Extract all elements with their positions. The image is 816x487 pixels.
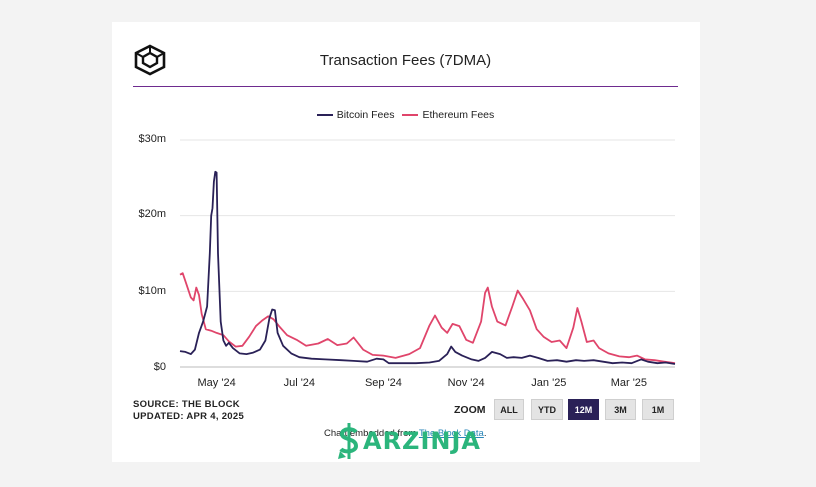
zoom-ytd-button[interactable]: YTD bbox=[531, 399, 563, 420]
watermark-text: ARZINJA bbox=[363, 427, 481, 455]
credit-link[interactable]: The Block Data bbox=[418, 428, 484, 439]
x-tick-label: Mar '25 bbox=[610, 377, 648, 389]
legend-swatch-bitcoin bbox=[316, 114, 333, 116]
credit-suffix: . bbox=[483, 428, 487, 439]
y-tick-label: $0 bbox=[153, 361, 166, 373]
legend-label-ethereum: Ethereum Fees bbox=[422, 109, 495, 121]
the-block-cube-logo-icon bbox=[134, 44, 166, 76]
x-tick-label: Jul '24 bbox=[283, 377, 316, 389]
zoom-1m-button[interactable]: 1M bbox=[642, 399, 674, 420]
x-tick-label: May '24 bbox=[197, 377, 236, 389]
source-line: SOURCE: THE BLOCK bbox=[133, 399, 240, 410]
zoom-3m-button[interactable]: 3M bbox=[605, 399, 636, 420]
y-tick-label: $10m bbox=[138, 285, 166, 297]
source-note: SOURCE: THE BLOCK UPDATED: APR 4, 2025 bbox=[133, 399, 244, 423]
updated-line: UPDATED: APR 4, 2025 bbox=[133, 411, 245, 422]
y-tick-label: $20m bbox=[138, 208, 166, 220]
series-line-ethereum[interactable] bbox=[179, 272, 676, 365]
zoom-12m-button[interactable]: 12M bbox=[568, 399, 599, 420]
x-tick-label: Nov '24 bbox=[447, 377, 485, 389]
zoom-label: ZOOM bbox=[454, 404, 486, 416]
legend-item-ethereum[interactable]: Ethereum Fees bbox=[402, 109, 494, 121]
y-tick-label: $30m bbox=[138, 133, 166, 145]
zoom-all-button[interactable]: ALL bbox=[494, 399, 524, 420]
x-tick-label: Jan '25 bbox=[531, 377, 567, 389]
chart-legend: Bitcoin Fees Ethereum Fees bbox=[133, 109, 678, 121]
embed-credit: Chart embedded from The Block Data. bbox=[324, 428, 486, 439]
series-line-bitcoin[interactable] bbox=[179, 170, 676, 365]
legend-item-bitcoin[interactable]: Bitcoin Fees bbox=[316, 109, 395, 121]
legend-swatch-ethereum bbox=[402, 114, 419, 116]
x-tick-label: Sep '24 bbox=[364, 377, 402, 389]
watermark: ARZINJA bbox=[337, 421, 481, 461]
title-divider bbox=[133, 86, 678, 87]
legend-label-bitcoin: Bitcoin Fees bbox=[336, 109, 395, 121]
credit-prefix: Chart embedded from bbox=[324, 428, 419, 439]
chart-title: Transaction Fees (7DMA) bbox=[319, 52, 492, 69]
watermark-dollar-icon bbox=[338, 423, 359, 459]
